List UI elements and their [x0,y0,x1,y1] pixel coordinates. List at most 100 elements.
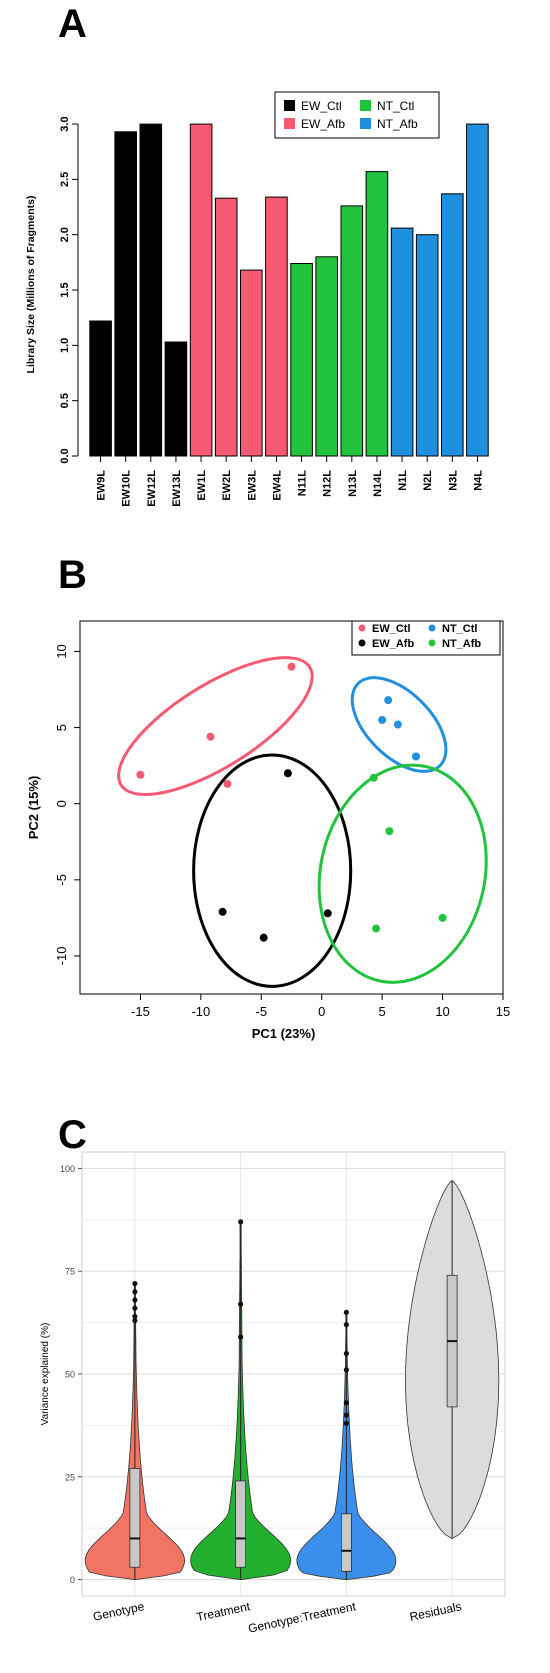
x-tick-label-a: EW1L [196,470,208,501]
legend-label-a: NT_Afb [377,117,418,131]
point-NT_Afb [369,773,378,782]
y-tick-label-b: -10 [54,947,69,966]
bar-EW10L [114,131,138,457]
x-tick-label-c: Treatment [195,1599,252,1624]
ellipse-EW_Afb [192,753,353,988]
y-tick-label-a: 1.5 [59,282,71,297]
outlier-Treatment [238,1301,244,1307]
x-tick-label-b: 10 [435,1004,449,1019]
legend-swatch-a [360,118,371,129]
x-tick-label-c: Residuals [408,1599,462,1624]
legend-swatch-a [284,118,295,129]
x-tick-label-b: 15 [496,1004,510,1019]
x-tick-label-a: EW13L [171,470,183,507]
y-tick-label-b: 10 [54,644,69,658]
box-Genotype [129,1468,141,1568]
pca-chart-b: -15 -10 -5 0 5 10 15 -10 -5 0 5 10 PC1 (23%) PC2 (15%… [26,620,510,1041]
point-EW_Ctl [223,779,232,788]
bar-EW2L [214,197,238,457]
outlier-Genotype:Treatment [343,1322,349,1328]
point-NT_Afb [372,924,381,933]
y-tick-label-a: 2.5 [59,172,71,187]
bar-N12L [315,256,338,457]
legend-label-b: NT_Afb [442,638,481,650]
x-tick-label-a: EW2L [221,470,233,501]
x-tick-label-b: -10 [191,1004,210,1019]
point-EW_Afb [259,933,268,942]
point-NT_Ctl [393,720,402,729]
point-NT_Afb [438,913,447,922]
outlier-Genotype [132,1289,138,1295]
x-tick-label-b: 0 [318,1004,325,1019]
x-tick-label-a: N4L [472,470,484,491]
legend-box-a [274,91,440,139]
legend-marker-b [358,624,366,632]
bar-N2L [415,234,439,457]
y-tick-label-a: 0.5 [59,393,71,408]
x-tick-label-a: EW10L [121,470,133,507]
y-tick-label-c: 25 [65,1472,75,1482]
x-tick-label-a: N11L [297,470,309,497]
y-axis-label-b: PC2 (15%) [26,776,41,840]
bar-chart-a: EW9L EW10L EW12L EW13L EW1L EW2L EW3L EW4L N11L N… [25,91,489,507]
bar-N13L [340,205,364,457]
bar-N1L [390,227,414,457]
bar-EW12L [139,123,163,457]
x-tick-label-c: Genotype:Treatment [247,1599,358,1636]
x-tick-label-b: -15 [131,1004,150,1019]
x-tick-label-a: N2L [422,470,434,491]
outlier-Genotype [132,1313,138,1320]
outlier-Genotype:Treatment [343,1412,349,1418]
x-tick-label-a: N3L [447,470,459,491]
ellipse-NT_Afb [317,763,488,984]
outlier-Genotype [132,1280,138,1287]
y-tick-label-b: 0 [54,800,69,807]
y-tick-label-a: 1.0 [59,338,71,353]
y-axis-label-c: Variance explained (%) [40,1323,51,1426]
plot-frame-b [79,620,504,995]
legend-marker-b [428,639,436,647]
point-EW_Ctl [287,662,296,671]
x-tick-label-a: EW3L [246,470,258,501]
panel-label-a: A [58,2,87,46]
x-tick-label-a: EW9L [96,470,108,501]
legend-label-a: EW_Afb [301,117,345,131]
outlier-Genotype:Treatment [343,1350,349,1357]
bar-EW13L [164,341,188,457]
outlier-Treatment [238,1219,244,1225]
ellipse-EW_Ctl [117,656,314,797]
box-Genotype:Treatment [340,1513,352,1572]
point-EW_Afb [283,769,292,778]
bar-EW1L [189,123,213,457]
outlier-Genotype:Treatment [343,1400,349,1406]
y-tick-label-b: -5 [54,874,69,886]
legend-label-a: EW_Ctl [301,99,342,113]
outlier-Treatment [238,1334,244,1340]
x-tick-label-c: Genotype [92,1599,146,1624]
bar-N4L [466,123,489,457]
legend-swatch-a [284,100,295,111]
y-tick-label-c: 75 [65,1267,75,1277]
outlier-Genotype [132,1297,138,1303]
y-tick-label-a: 3.0 [59,116,71,131]
y-tick-label-c: 0 [70,1575,75,1585]
x-tick-label-a: N1L [397,470,409,491]
legend-label-a: NT_Ctl [377,99,414,113]
x-tick-label-a: N13L [347,470,359,497]
point-EW_Ctl [136,770,145,779]
x-tick-label-b: -5 [256,1004,268,1019]
bar-N14L [365,171,389,457]
outlier-Genotype [132,1305,138,1311]
point-NT_Ctl [384,696,393,705]
x-tick-label-a: EW4L [271,470,283,501]
bar-N3L [441,193,464,457]
legend-label-b: EW_Afb [372,638,414,650]
legend-swatch-a [360,100,371,111]
y-axis-label-a: Library Size (Millions of Fragments) [25,196,37,374]
y-tick-label-c: 50 [65,1370,75,1380]
y-tick-label-b: 5 [54,724,69,731]
legend-label-b: EW_Ctl [372,623,411,635]
outlier-Genotype:Treatment [343,1420,349,1426]
